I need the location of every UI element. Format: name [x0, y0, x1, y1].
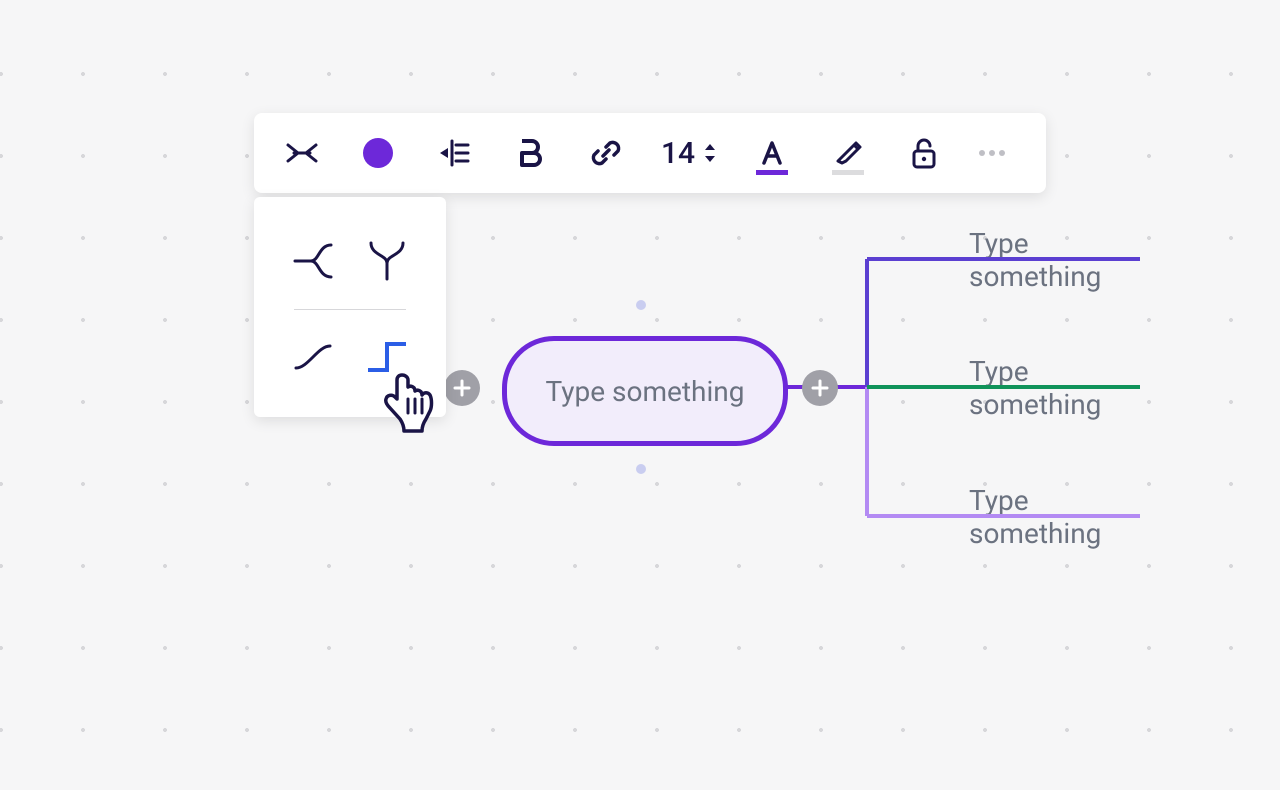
unlock-icon [909, 136, 939, 170]
dropdown-divider [294, 309, 406, 310]
fill-color-button[interactable] [340, 113, 416, 193]
caret-up-icon[interactable] [703, 142, 717, 152]
text-color-icon [756, 139, 788, 167]
fork-up-option[interactable] [350, 219, 424, 303]
step-icon [366, 340, 408, 374]
step-option[interactable] [350, 316, 424, 400]
link-button[interactable] [568, 113, 644, 193]
text-color-button[interactable] [734, 113, 810, 193]
connector-style-dropdown [254, 197, 446, 417]
add-left-button[interactable] [444, 370, 480, 406]
fill-color-swatch [363, 138, 393, 168]
resize-handle-top[interactable] [636, 300, 646, 310]
font-size-arrows [703, 142, 717, 164]
align-flip-button[interactable] [416, 113, 492, 193]
highlight-icon [832, 139, 864, 167]
caret-down-icon[interactable] [703, 154, 717, 164]
bold-button[interactable] [492, 113, 568, 193]
highlight-underline [832, 170, 864, 175]
lock-button[interactable] [886, 113, 962, 193]
branch-underline-2 [935, 385, 1140, 389]
fork-left-option[interactable] [276, 219, 350, 303]
font-size-stepper[interactable]: 14 [644, 113, 734, 193]
bold-icon [514, 135, 546, 171]
add-right-button[interactable] [802, 370, 838, 406]
align-flip-icon [436, 135, 472, 171]
curve-option[interactable] [276, 316, 350, 400]
more-icon [977, 148, 1007, 158]
fork-left-icon [293, 239, 333, 283]
link-icon [589, 136, 623, 170]
fork-up-icon [365, 241, 409, 281]
central-node[interactable]: Type something [502, 336, 788, 446]
connector-style-button[interactable] [264, 113, 340, 193]
connector-style-icon [284, 135, 320, 171]
curve-icon [292, 342, 334, 372]
more-button[interactable] [962, 113, 1022, 193]
highlight-button[interactable] [810, 113, 886, 193]
plus-icon [810, 378, 830, 398]
branch-underline-3 [935, 514, 1140, 518]
canvas[interactable]: Type something Type something Type somet… [0, 0, 1280, 790]
resize-handle-bottom[interactable] [636, 464, 646, 474]
plus-icon [452, 378, 472, 398]
text-color-underline [756, 170, 788, 175]
branch-underline-1 [935, 257, 1140, 261]
font-size-value: 14 [661, 136, 695, 171]
central-placeholder: Type something [546, 375, 745, 408]
formatting-toolbar: 14 [254, 113, 1046, 193]
